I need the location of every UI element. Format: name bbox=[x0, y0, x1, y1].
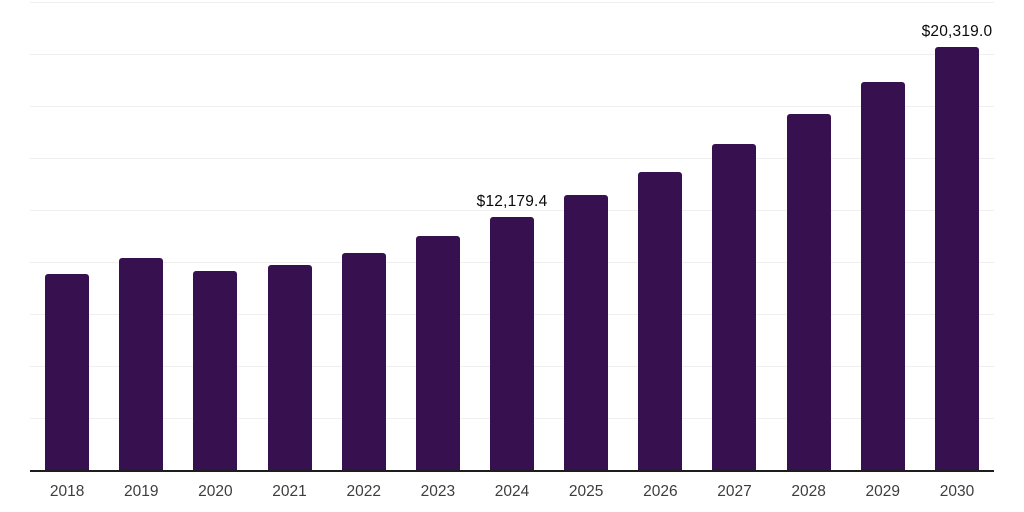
bar-2027 bbox=[712, 144, 757, 470]
x-tick-label-2026: 2026 bbox=[643, 483, 678, 500]
bar-slot-2028 bbox=[772, 2, 846, 470]
x-tick-label-2018: 2018 bbox=[49, 483, 85, 500]
bar-2022 bbox=[341, 252, 386, 470]
bar-value-label-2030: $20,319.0 bbox=[921, 23, 993, 41]
x-axis-tick-labels: 2018 2019 2020 2021 2022 2023 2024 2025 2026 2027… bbox=[30, 483, 994, 501]
bar-2018 bbox=[45, 274, 90, 470]
x-tick-label-2020: 2020 bbox=[198, 483, 233, 500]
bar-2028 bbox=[786, 114, 831, 470]
bar-slot-2024: $12,179.4 bbox=[475, 2, 549, 470]
bar-2023 bbox=[415, 236, 460, 470]
bar-slot-2023 bbox=[401, 2, 475, 470]
bar-2026 bbox=[638, 171, 683, 470]
plot-area: $12,179.4 $20,319.0 bbox=[30, 2, 994, 472]
bar-slot-2022 bbox=[327, 2, 401, 470]
bar-2030: $20,319.0 bbox=[922, 23, 992, 470]
bar-2025 bbox=[564, 195, 609, 470]
bar-2019 bbox=[119, 258, 164, 470]
x-tick-label-2025: 2025 bbox=[568, 483, 604, 500]
x-tick-label-2021: 2021 bbox=[272, 483, 307, 500]
x-tick-label-2023: 2023 bbox=[420, 483, 456, 500]
bar-slot-2029 bbox=[846, 2, 920, 470]
x-tick-label-2029: 2029 bbox=[865, 483, 901, 500]
bar-slot-2025 bbox=[549, 2, 623, 470]
x-tick-label-2030: 2030 bbox=[939, 483, 975, 500]
bar-value-label-2024: $12,179.4 bbox=[476, 192, 548, 210]
bar-slot-2030: $20,319.0 bbox=[920, 2, 994, 470]
bar-2029 bbox=[860, 82, 905, 470]
bar-slot-2026 bbox=[623, 2, 697, 470]
bar-slot-2019 bbox=[104, 2, 178, 470]
x-tick-label-2027: 2027 bbox=[717, 483, 752, 500]
x-tick-label-2022: 2022 bbox=[346, 483, 381, 500]
x-tick-label-2019: 2019 bbox=[123, 483, 159, 500]
bar-slot-2018 bbox=[30, 2, 104, 470]
bar-slot-2021 bbox=[252, 2, 326, 470]
bar-slot-2027 bbox=[697, 2, 771, 470]
x-tick-label-2024: 2024 bbox=[494, 483, 530, 500]
bar-2024: $12,179.4 bbox=[477, 193, 547, 470]
bar-2020 bbox=[193, 270, 238, 470]
x-tick-label-2028: 2028 bbox=[791, 483, 826, 500]
bar-slot-2020 bbox=[178, 2, 252, 470]
bar-2021 bbox=[267, 264, 312, 470]
